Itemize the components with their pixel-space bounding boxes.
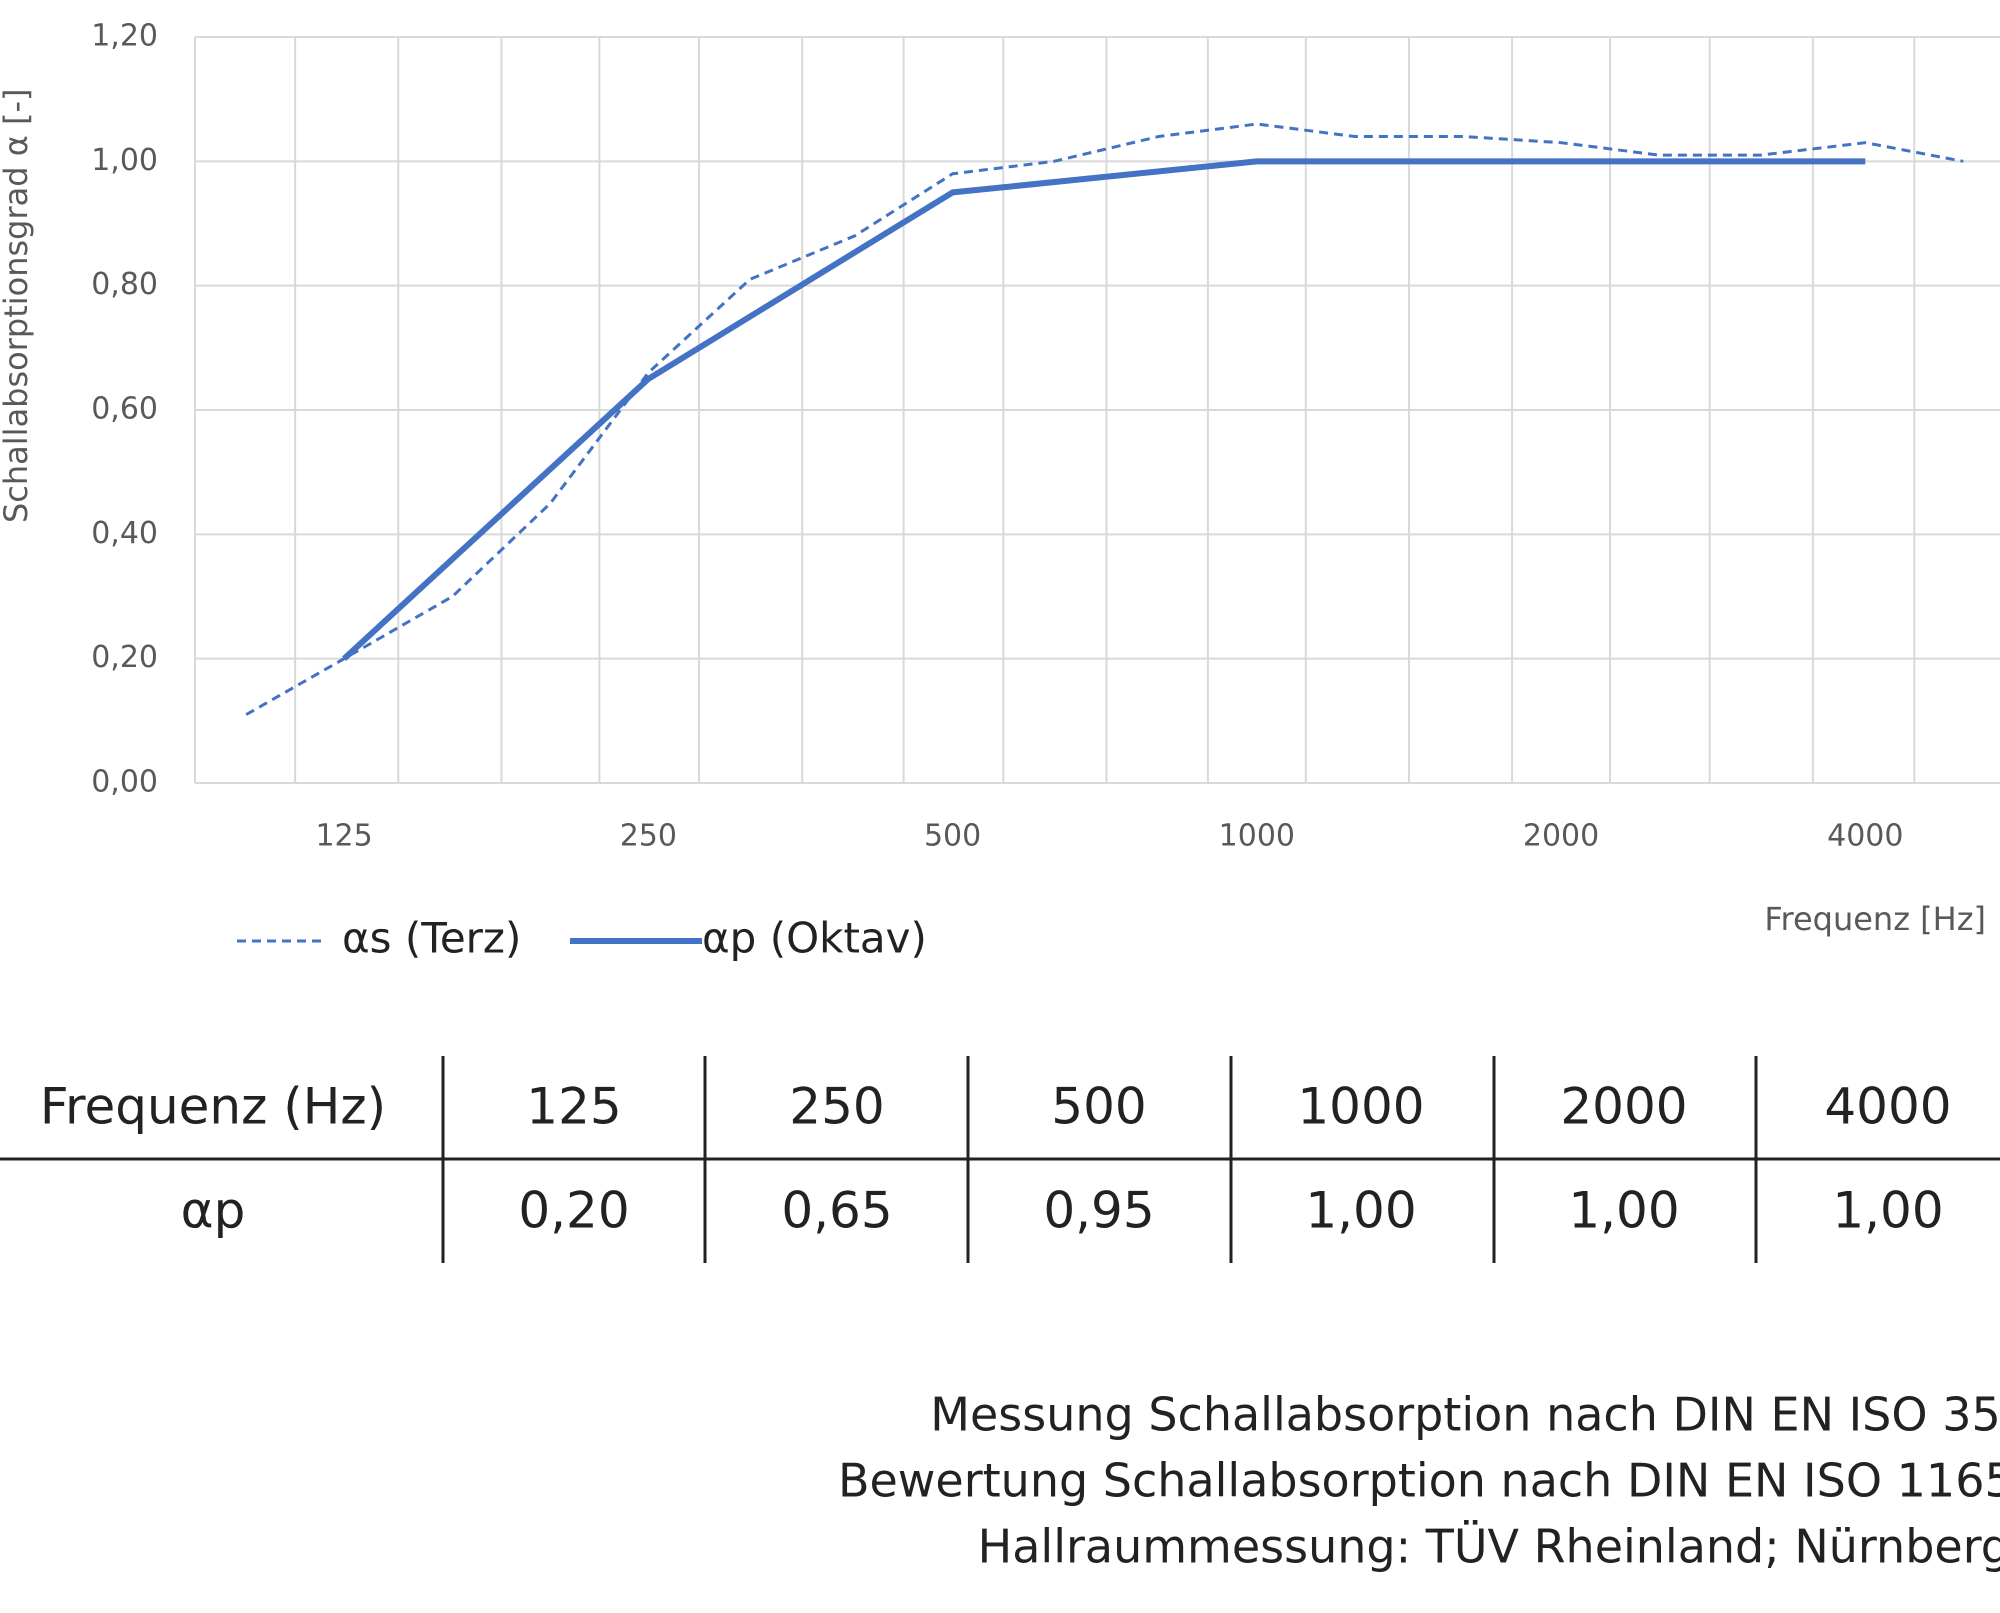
- series-line: [245, 122, 1964, 716]
- y-tick-label: 0,80: [91, 267, 158, 302]
- table-header-cell: Frequenz (Hz): [40, 1078, 386, 1136]
- series-line: [342, 158, 1866, 661]
- table-cell: 1,00: [1832, 1182, 1943, 1240]
- table-header-cell: 4000: [1824, 1078, 1951, 1136]
- y-tick-label: 0,60: [91, 392, 158, 427]
- table-cell: 1,00: [1568, 1182, 1679, 1240]
- y-tick-label: 0,40: [91, 516, 158, 551]
- y-tick-label: 0,00: [91, 765, 158, 800]
- x-tick-label: 500: [924, 819, 981, 854]
- y-tick-label: 0,20: [91, 640, 158, 675]
- y-tick-label: 1,00: [91, 143, 158, 178]
- y-axis-label: Schallabsorptionsgrad α [-]: [0, 88, 35, 523]
- x-tick-label: 125: [315, 819, 372, 854]
- y-tick-label: 1,20: [91, 19, 158, 54]
- legend-label: αs (Terz): [342, 914, 521, 963]
- footnote: Messung Schallabsorption nach DIN EN ISO…: [930, 1388, 2000, 1442]
- table-header-cell: 250: [789, 1078, 884, 1136]
- x-tick-label: 2000: [1523, 819, 1599, 854]
- x-tick-label: 250: [620, 819, 677, 854]
- table-header-cell: 1000: [1297, 1078, 1424, 1136]
- footnote: Bewertung Schallabsorption nach DIN EN I…: [838, 1454, 2000, 1508]
- table-cell: 0,20: [518, 1182, 629, 1240]
- x-tick-label: 1000: [1219, 819, 1295, 854]
- table-cell: αp: [181, 1182, 246, 1240]
- footnote: Hallraummessung: TÜV Rheinland; Nürnberg: [978, 1520, 2000, 1574]
- table-cell: 0,65: [781, 1182, 892, 1240]
- grid: [194, 36, 2000, 784]
- table-header-cell: 2000: [1560, 1078, 1687, 1136]
- x-axis-label: Frequenz [Hz]: [1764, 900, 1986, 938]
- table-header-cell: 125: [526, 1078, 621, 1136]
- table-cell: 1,00: [1305, 1182, 1416, 1240]
- legend-label: αp (Oktav): [702, 914, 927, 963]
- table-cell: 0,95: [1043, 1182, 1154, 1240]
- table-header-cell: 500: [1051, 1078, 1146, 1136]
- x-tick-label: 4000: [1827, 819, 1903, 854]
